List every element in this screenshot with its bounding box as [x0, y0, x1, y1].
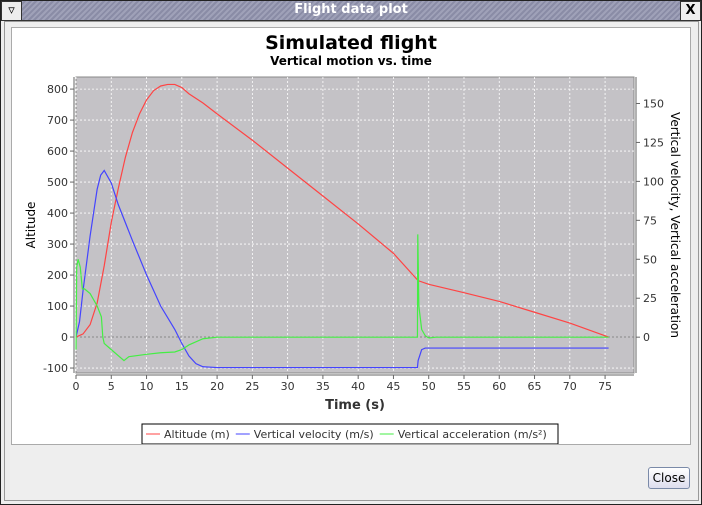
series-line-0: [75, 83, 609, 338]
x-tick-label: 30: [281, 380, 295, 393]
triangle-down-icon[interactable]: ▿: [1, 1, 22, 21]
y-tick-label: 100: [47, 300, 68, 313]
x-tick-label: 15: [175, 380, 189, 393]
y-tick-label: -100: [43, 362, 68, 375]
content-panel: [4, 21, 699, 501]
y-tick-label: 600: [47, 145, 68, 158]
x-tick-label: 70: [563, 380, 577, 393]
x-tick-label: 35: [316, 380, 330, 393]
y2-tick-label: 75: [643, 214, 657, 227]
series-line-2: [75, 234, 609, 362]
y2-tick-label: 150: [643, 97, 664, 110]
close-button[interactable]: Close: [648, 467, 690, 489]
y-tick-label: 500: [47, 176, 68, 189]
x-tick-label: 65: [528, 380, 542, 393]
x-tick-label: 60: [492, 380, 506, 393]
y2-tick-label: 0: [643, 331, 650, 344]
y-axis-label: Altitude: [24, 202, 38, 249]
series-line-1: [75, 169, 609, 369]
chart-title: Simulated flight: [265, 32, 437, 54]
x-tick-label: 75: [598, 380, 612, 393]
x-tick-label: 55: [457, 380, 471, 393]
x-tick-label: 20: [210, 380, 224, 393]
x-tick-label: 50: [422, 380, 436, 393]
legend-item: Vertical velocity (m/s): [254, 428, 374, 441]
y-tick-label: 0: [61, 331, 68, 344]
x-tick-label: 10: [140, 380, 154, 393]
legend: [141, 423, 559, 444]
y-tick-label: 700: [47, 114, 68, 127]
x-icon[interactable]: X: [680, 1, 701, 21]
y2-tick-label: 50: [643, 253, 657, 266]
x-tick-label: 0: [73, 380, 80, 393]
y2-axis-label: Vertical velocity, Vertical acceleration: [668, 112, 682, 338]
title-bar[interactable]: ▿ Flight data plot X: [1, 1, 701, 21]
x-tick-label: 45: [386, 380, 400, 393]
legend-item: Vertical acceleration (m/s²): [398, 428, 547, 441]
y2-tick-label: 125: [643, 136, 664, 149]
y-tick-label: 200: [47, 269, 68, 282]
y-tick-label: 300: [47, 238, 68, 251]
legend-item: Altitude (m): [164, 428, 230, 441]
x-tick-label: 40: [351, 380, 365, 393]
chart-subtitle: Vertical motion vs. time: [270, 54, 432, 68]
y2-tick-label: 25: [643, 292, 657, 305]
y2-tick-label: 100: [643, 175, 664, 188]
window-title: Flight data plot: [294, 2, 408, 17]
chart-panel: Simulated flight Vertical motion vs. time…: [11, 27, 691, 445]
plot-area: [75, 76, 635, 374]
y-tick-label: 400: [47, 207, 68, 220]
y-tick-label: 800: [47, 83, 68, 96]
x-tick-label: 5: [108, 380, 115, 393]
x-tick-label: 25: [245, 380, 259, 393]
x-axis-label: Time (s): [325, 398, 385, 413]
